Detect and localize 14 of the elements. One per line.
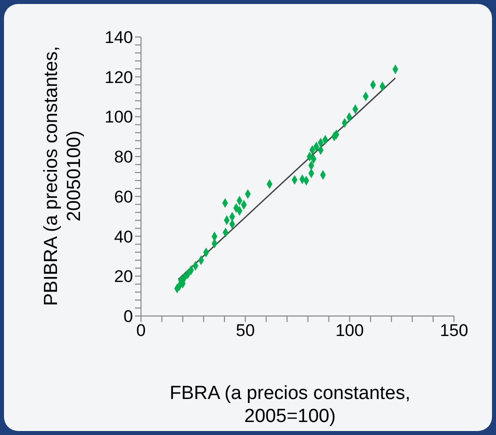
x-tick-label: 150 [440, 321, 468, 340]
y-tick-label: 140 [104, 28, 133, 48]
y-tick-label: 120 [104, 68, 133, 87]
x-tick-label: 0 [136, 321, 146, 340]
y-tick-label: 0 [124, 307, 133, 326]
y-tick-label: 100 [104, 108, 133, 127]
y-tick-label: 60 [114, 187, 133, 206]
x-tick-label: 100 [335, 321, 364, 340]
x-tick-label: 50 [236, 321, 255, 340]
y-tick-label: 80 [114, 148, 133, 167]
x-axis-title: FBRA (a precios constantes, 2005=100) [168, 382, 412, 428]
y-axis-title: PBIBRA (a precios constantes, 20050100) [40, 45, 86, 308]
y-tick-label: 40 [114, 227, 133, 246]
y-tick-label: 20 [114, 267, 133, 286]
